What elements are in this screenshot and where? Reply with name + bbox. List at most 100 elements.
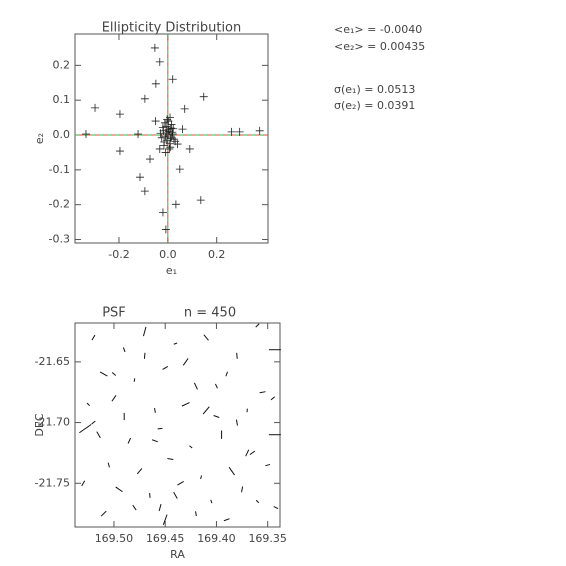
point <box>151 79 160 88</box>
point <box>91 103 100 112</box>
chart-title: PSF <box>102 306 126 321</box>
x-axis-label: RA <box>170 548 185 561</box>
y-axis-label: e₂ <box>33 133 46 144</box>
point <box>161 225 170 234</box>
x-tick-label: 0.0 <box>159 248 177 261</box>
whisker <box>202 406 210 415</box>
stat-annotation: σ(e₂) = 0.0391 <box>334 99 415 112</box>
point <box>165 139 174 148</box>
point <box>134 129 143 138</box>
x-tick-label: 169.40 <box>197 532 236 545</box>
x-tick-label: 169.50 <box>95 532 134 545</box>
x-tick-label: -0.2 <box>108 248 129 261</box>
whisker <box>259 391 266 394</box>
whisker <box>193 382 198 390</box>
whisker <box>203 334 209 341</box>
whisker <box>245 449 250 457</box>
y-tick-label: -0.2 <box>49 198 70 211</box>
whisker <box>115 486 123 493</box>
whisker <box>162 514 168 525</box>
whisker <box>213 415 220 418</box>
whisker <box>107 462 110 468</box>
point <box>155 144 164 153</box>
whisker <box>91 334 96 341</box>
x-tick-label: 169.35 <box>248 532 287 545</box>
point <box>180 104 189 113</box>
whisker <box>265 463 271 467</box>
y-tick-label: -21.75 <box>35 476 70 489</box>
whisker <box>181 402 190 407</box>
point <box>196 196 205 205</box>
whisker <box>96 431 101 439</box>
point <box>168 75 177 84</box>
whisker <box>173 342 178 345</box>
point <box>166 143 175 152</box>
point <box>164 117 173 126</box>
whisker <box>241 486 244 493</box>
y-tick-label: 0.1 <box>53 93 71 106</box>
whisker <box>111 372 117 376</box>
stat-annotation: <e₂> = 0.00435 <box>334 40 425 53</box>
point <box>140 187 149 196</box>
point <box>135 173 144 182</box>
y-tick-label: -0.3 <box>49 233 70 246</box>
point <box>168 129 177 138</box>
whisker <box>273 506 279 510</box>
whisker <box>255 499 260 504</box>
y-tick-label: -0.1 <box>49 163 70 176</box>
point <box>165 144 174 153</box>
whisker <box>200 475 203 480</box>
point <box>227 127 236 136</box>
point <box>171 200 180 209</box>
whisker <box>154 407 156 413</box>
whisker <box>228 466 235 476</box>
whisker <box>214 383 218 389</box>
point <box>155 57 164 66</box>
point <box>81 129 90 138</box>
stat-annotation: σ(e₁) = 0.0513 <box>334 83 415 96</box>
stat-annotation: <e₁> = -0.0040 <box>334 23 422 36</box>
whisker <box>249 450 256 456</box>
whisker <box>100 510 107 517</box>
plot-frame <box>74 322 281 528</box>
plot-frame <box>74 33 269 244</box>
point <box>166 134 175 143</box>
whisker <box>162 365 169 370</box>
point <box>169 124 178 133</box>
point <box>185 144 194 153</box>
whisker <box>122 347 126 353</box>
y-tick-label: 0.0 <box>53 128 71 141</box>
point <box>255 126 264 135</box>
point <box>161 148 170 157</box>
point <box>140 94 149 103</box>
whisker <box>111 395 117 402</box>
x-axis-label: e₁ <box>166 264 177 277</box>
point <box>173 140 182 149</box>
whisker <box>210 499 213 504</box>
chart-title: Ellipticity Distribution <box>102 21 242 36</box>
whisker <box>151 439 158 443</box>
point <box>151 117 160 126</box>
point <box>166 113 175 122</box>
point <box>235 127 244 136</box>
point <box>115 110 124 119</box>
point <box>115 147 124 156</box>
point <box>168 128 177 137</box>
whisker <box>270 396 275 401</box>
whisker <box>173 492 178 499</box>
point <box>158 208 167 217</box>
point <box>150 43 159 52</box>
point <box>167 120 176 129</box>
whisker <box>195 511 197 517</box>
whisker <box>136 468 143 475</box>
whisker <box>189 445 193 449</box>
y-tick-label: 0.2 <box>53 58 71 71</box>
whisker <box>167 457 174 461</box>
point <box>158 123 167 132</box>
y-tick-label: -21.65 <box>35 355 70 368</box>
whisker <box>182 358 189 366</box>
whisker <box>133 378 136 382</box>
whisker <box>255 323 260 328</box>
point <box>199 92 208 101</box>
